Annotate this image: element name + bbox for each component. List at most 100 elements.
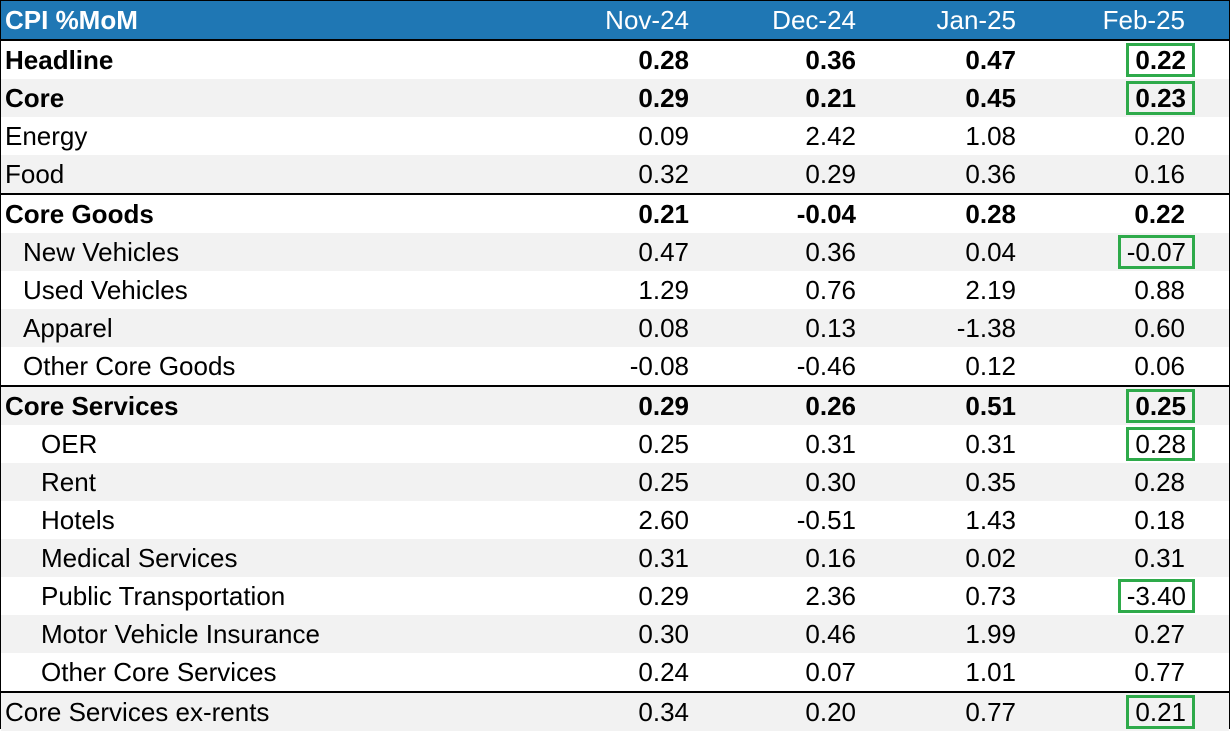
highlighted-value: 0.28 xyxy=(1126,427,1195,461)
table-row: Motor Vehicle Insurance 0.30 0.46 1.99 0.27 xyxy=(1,615,1229,653)
value-cell: 0.47 xyxy=(965,45,1016,75)
value-cell: 0.45 xyxy=(864,79,1016,117)
row-label: Apparel xyxy=(1,309,561,347)
table-row: Rent 0.25 0.30 0.35 0.28 xyxy=(1,463,1229,501)
table-row: Energy 0.09 2.42 1.08 0.20 xyxy=(1,117,1229,155)
value-cell: 2.60 xyxy=(638,505,689,535)
value-cell: 1.08 xyxy=(965,121,1016,151)
value-cell: 0.36 xyxy=(864,155,1016,194)
value-cell: 0.47 xyxy=(561,233,689,271)
value-cell: 0.51 xyxy=(864,385,1016,425)
value-cell: 0.36 xyxy=(689,233,864,271)
value-cell: 0.46 xyxy=(689,615,864,653)
value-cell: 2.36 xyxy=(805,581,856,611)
value-cell: 0.28 xyxy=(638,45,689,75)
value-cell: 1.01 xyxy=(965,657,1016,687)
value-cell: 2.42 xyxy=(805,121,856,151)
value-cell: -0.07 xyxy=(1016,233,1229,271)
value-cell: 0.31 xyxy=(965,429,1016,459)
row-label: Energy xyxy=(5,121,88,151)
value-cell: -0.46 xyxy=(796,351,856,381)
table-row: New Vehicles 0.47 0.36 0.04 -0.07 xyxy=(1,233,1229,271)
row-label: Other Core Services xyxy=(41,657,277,687)
value-cell: 1.29 xyxy=(638,275,689,305)
value-cell: 0.22 xyxy=(1016,40,1229,79)
value-cell: 0.06 xyxy=(1134,351,1185,381)
value-cell: 0.31 xyxy=(805,429,856,459)
month-header-feb-25: Feb-25 xyxy=(1016,1,1229,41)
value-cell: 0.28 xyxy=(1016,425,1229,463)
table-row: Public Transportation 0.29 2.36 0.73 -3.40 xyxy=(1,577,1229,615)
value-cell: 0.16 xyxy=(689,539,864,577)
value-cell: 0.29 xyxy=(638,581,689,611)
value-cell: 0.25 xyxy=(638,429,689,459)
value-cell: 0.28 xyxy=(1016,463,1229,501)
row-label: Used Vehicles xyxy=(23,275,188,305)
value-cell: -0.51 xyxy=(796,505,856,535)
value-cell: 0.23 xyxy=(1016,79,1229,117)
row-label: Core Services xyxy=(1,385,561,425)
value-cell: 0.77 xyxy=(864,691,1016,731)
value-cell: 0.16 xyxy=(1016,155,1229,194)
value-cell: 0.25 xyxy=(1016,385,1229,425)
month-header-nov-24: Nov-24 xyxy=(561,1,689,41)
table-row: Core Goods 0.21 -0.04 0.28 0.22 xyxy=(1,193,1229,233)
value-cell: 0.29 xyxy=(561,79,689,117)
value-cell: 0.02 xyxy=(864,539,1016,577)
row-label: New Vehicles xyxy=(1,233,561,271)
value-cell: 0.31 xyxy=(1016,539,1229,577)
highlighted-value: 0.25 xyxy=(1126,389,1195,423)
value-cell: 0.21 xyxy=(689,79,864,117)
table-title: CPI %MoM xyxy=(1,1,561,41)
table-row: Medical Services 0.31 0.16 0.02 0.31 xyxy=(1,539,1229,577)
value-cell: 0.24 xyxy=(638,657,689,687)
value-cell: 0.35 xyxy=(864,463,1016,501)
value-cell: 0.30 xyxy=(561,615,689,653)
row-label: Rent xyxy=(1,463,561,501)
value-cell: 0.20 xyxy=(689,691,864,731)
value-cell: 0.77 xyxy=(1134,657,1185,687)
value-cell: 0.20 xyxy=(1134,121,1185,151)
table-row: Core 0.29 0.21 0.45 0.23 xyxy=(1,79,1229,117)
value-cell: 0.28 xyxy=(864,193,1016,233)
value-cell: 0.76 xyxy=(805,275,856,305)
row-label: Medical Services xyxy=(1,539,561,577)
value-cell: -0.08 xyxy=(629,351,689,381)
value-cell: 0.22 xyxy=(1016,193,1229,233)
row-label: Core Services ex-rents xyxy=(1,691,561,731)
value-cell: 0.31 xyxy=(561,539,689,577)
value-cell: -1.38 xyxy=(864,309,1016,347)
row-label: Headline xyxy=(5,45,114,75)
highlighted-value: -0.07 xyxy=(1117,235,1195,269)
table-row: Headline 0.28 0.36 0.47 0.22 xyxy=(1,40,1229,79)
value-cell: 0.09 xyxy=(638,121,689,151)
value-cell: 2.19 xyxy=(965,275,1016,305)
row-label: Core Goods xyxy=(1,193,561,233)
value-cell: 0.21 xyxy=(561,193,689,233)
value-cell: 0.04 xyxy=(864,233,1016,271)
row-label: Hotels xyxy=(41,505,115,535)
table-row: OER 0.25 0.31 0.31 0.28 xyxy=(1,425,1229,463)
table-row: Hotels 2.60 -0.51 1.43 0.18 xyxy=(1,501,1229,539)
value-cell: 0.13 xyxy=(689,309,864,347)
value-cell: 0.60 xyxy=(1016,309,1229,347)
row-label: Public Transportation xyxy=(41,581,286,611)
value-cell: 0.88 xyxy=(1134,275,1185,305)
table-row: Used Vehicles 1.29 0.76 2.19 0.88 xyxy=(1,271,1229,309)
table-row: Other Core Goods -0.08 -0.46 0.12 0.06 xyxy=(1,347,1229,386)
table-row: Apparel 0.08 0.13 -1.38 0.60 xyxy=(1,309,1229,347)
value-cell: -0.04 xyxy=(689,193,864,233)
table-row: Food 0.32 0.29 0.36 0.16 xyxy=(1,155,1229,194)
highlighted-value: 0.21 xyxy=(1126,695,1195,729)
table-row: Other Core Services 0.24 0.07 1.01 0.77 xyxy=(1,653,1229,692)
value-cell: 0.34 xyxy=(561,691,689,731)
highlighted-value: 0.23 xyxy=(1126,81,1195,115)
month-header-jan-25: Jan-25 xyxy=(864,1,1016,41)
value-cell: 0.36 xyxy=(805,45,856,75)
value-cell: 0.30 xyxy=(689,463,864,501)
value-cell: 0.73 xyxy=(965,581,1016,611)
value-cell: -3.40 xyxy=(1016,577,1229,615)
value-cell: 0.29 xyxy=(561,385,689,425)
value-cell: 0.26 xyxy=(689,385,864,425)
